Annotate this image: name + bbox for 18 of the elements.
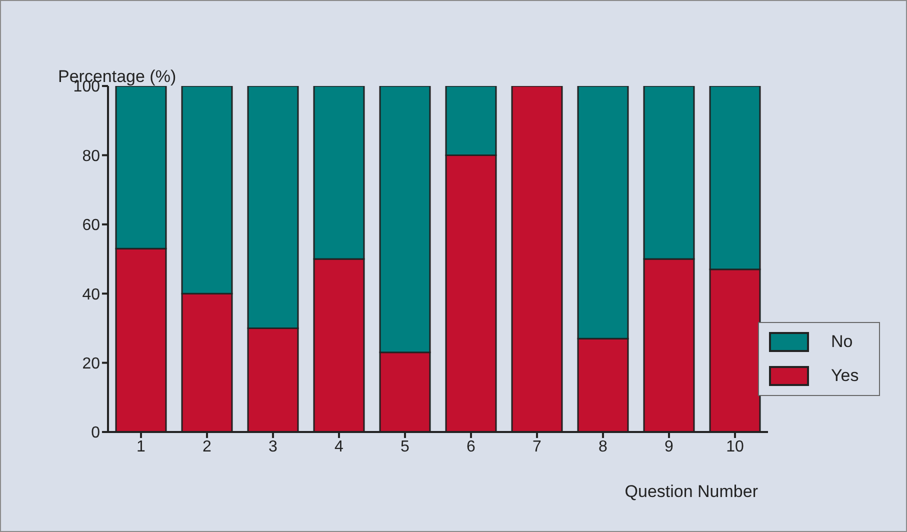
x-tick-label: 8 [598,438,608,456]
x-tick-label: 1 [136,438,146,456]
x-tick-label: 9 [664,438,674,456]
y-tick-label: 40 [82,286,100,304]
x-axis-title: Question Number [624,482,758,501]
x-tick-label: 5 [400,438,410,456]
x-tick-label: 7 [532,438,542,456]
legend-label: No [831,332,853,352]
y-tick-label: 0 [91,424,100,442]
legend-label: Yes [831,366,859,386]
y-tick-label: 20 [82,355,100,372]
x-tick-label: 3 [268,438,278,456]
x-tick-label: 2 [202,438,212,456]
x-tick-label: 10 [726,438,744,456]
y-tick-label: 60 [82,217,100,234]
y-tick-label: 80 [82,148,100,165]
x-tick-label: 4 [334,438,344,456]
x-tick-label: 6 [466,438,476,456]
